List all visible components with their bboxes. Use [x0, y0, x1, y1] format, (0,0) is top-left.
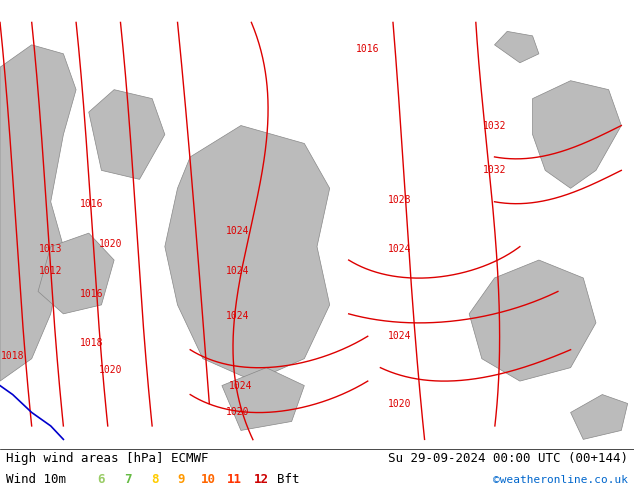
- Text: ©weatheronline.co.uk: ©weatheronline.co.uk: [493, 475, 628, 485]
- Text: 1016: 1016: [80, 199, 104, 209]
- Text: Wind 10m: Wind 10m: [6, 473, 67, 486]
- Polygon shape: [495, 31, 539, 63]
- Polygon shape: [533, 81, 621, 188]
- Text: 1020: 1020: [99, 365, 123, 375]
- Text: Bft: Bft: [276, 473, 299, 486]
- Polygon shape: [0, 45, 76, 381]
- Text: 1018: 1018: [80, 338, 104, 348]
- Text: 1024: 1024: [229, 381, 253, 391]
- Text: 1032: 1032: [482, 121, 507, 130]
- Text: 11: 11: [227, 473, 242, 486]
- Text: 1020: 1020: [387, 398, 411, 409]
- Text: 1024: 1024: [226, 311, 250, 321]
- Polygon shape: [571, 394, 628, 440]
- Text: 1016: 1016: [356, 44, 380, 54]
- Text: 9: 9: [178, 473, 185, 486]
- Text: 12: 12: [254, 473, 269, 486]
- Text: 1020: 1020: [99, 239, 123, 249]
- Text: 1032: 1032: [482, 165, 507, 175]
- Text: 1024: 1024: [387, 244, 411, 254]
- Text: 7: 7: [124, 473, 132, 486]
- Text: 1012: 1012: [39, 266, 63, 276]
- Text: 1020: 1020: [226, 408, 250, 417]
- Polygon shape: [165, 125, 330, 381]
- Text: 6: 6: [98, 473, 105, 486]
- Text: 8: 8: [151, 473, 158, 486]
- Text: High wind areas [hPa] ECMWF: High wind areas [hPa] ECMWF: [6, 452, 209, 466]
- Text: 1028: 1028: [387, 195, 411, 204]
- Polygon shape: [222, 368, 304, 430]
- Text: 10: 10: [200, 473, 216, 486]
- Polygon shape: [38, 233, 114, 314]
- Text: 1024: 1024: [226, 226, 250, 236]
- Text: 1024: 1024: [226, 266, 250, 276]
- Text: 1016: 1016: [80, 289, 104, 299]
- Polygon shape: [89, 90, 165, 179]
- Text: 1018: 1018: [1, 351, 25, 362]
- Text: Su 29-09-2024 00:00 UTC (00+144): Su 29-09-2024 00:00 UTC (00+144): [387, 452, 628, 466]
- Text: 1013: 1013: [39, 244, 63, 254]
- Polygon shape: [469, 260, 596, 381]
- Text: 1024: 1024: [387, 331, 411, 341]
